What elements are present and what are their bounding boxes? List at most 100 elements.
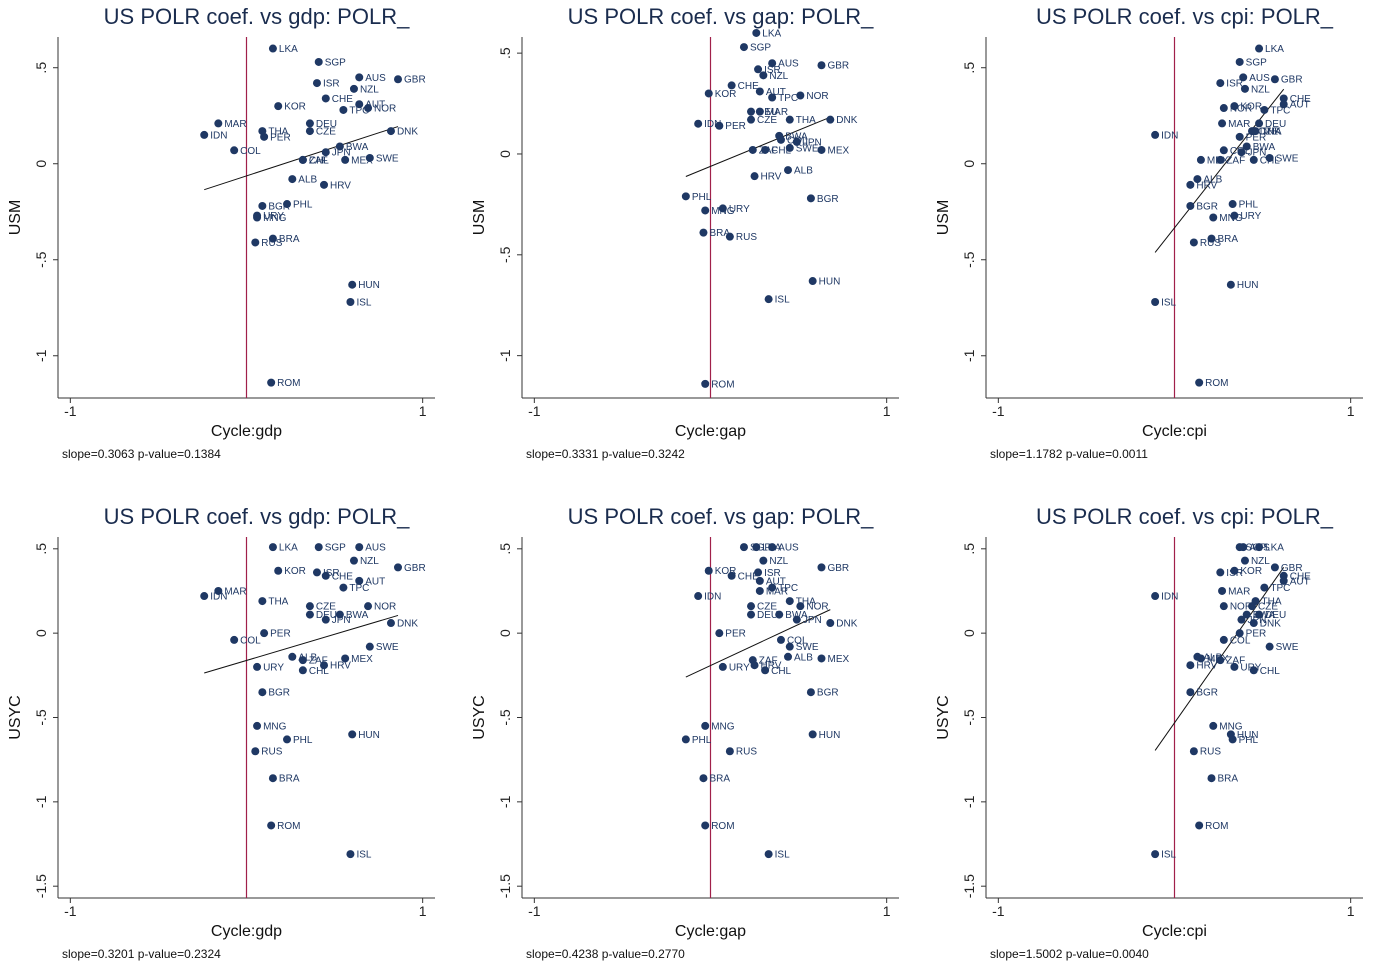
point: [1230, 662, 1239, 671]
point-label: DNK: [397, 127, 418, 138]
point-label: IDN: [704, 119, 721, 130]
point-label: KOR: [715, 566, 737, 577]
point-label: KOR: [1240, 102, 1262, 113]
point: [796, 91, 805, 100]
point: [386, 127, 395, 136]
point-label: BWA: [346, 142, 369, 153]
point-label: NZL: [1251, 84, 1270, 95]
point: [784, 166, 793, 175]
y-tick-label: -1.5: [961, 874, 977, 898]
point: [817, 61, 826, 70]
point-label: ISR: [323, 79, 340, 90]
x-tick-label: 1: [1347, 403, 1355, 419]
point-label: MAR: [766, 107, 788, 118]
point-label: COL: [240, 635, 261, 646]
point: [230, 146, 239, 155]
point: [747, 115, 756, 124]
point-label: JPN: [803, 137, 822, 148]
point-label: SGP: [1246, 57, 1267, 68]
point: [260, 132, 269, 141]
point: [365, 642, 374, 651]
point: [1255, 44, 1264, 53]
point-label: IDN: [704, 592, 721, 603]
note: slope=1.5002 p-value=0.0040: [990, 947, 1149, 961]
point-label: COL: [1230, 635, 1251, 646]
point-label: DNK: [397, 619, 418, 630]
y-tick-label: .5: [497, 47, 513, 59]
note: slope=1.1782 p-value=0.0011: [990, 447, 1148, 461]
x-axis-label: Cycle:gap: [675, 423, 746, 440]
point-label: NOR: [806, 602, 828, 613]
point: [364, 602, 373, 611]
point: [715, 121, 724, 130]
point: [260, 629, 269, 638]
point-label: TPC: [349, 583, 369, 594]
point: [725, 232, 734, 241]
y-tick-label: -.5: [33, 709, 49, 726]
point-label: SWE: [1276, 153, 1299, 164]
point-label: PER: [270, 629, 291, 640]
point: [1249, 127, 1258, 136]
point: [268, 234, 277, 243]
point: [775, 610, 784, 619]
point-label: LKA: [279, 44, 298, 55]
point-label: PER: [1246, 132, 1267, 143]
point-label: CHE: [1290, 571, 1311, 582]
point: [747, 107, 756, 116]
point: [776, 135, 785, 144]
point-label: ALB: [794, 652, 813, 663]
panel: US POLR coef. vs cpi: POLR_ -1.5 -1 -.5 0 .5 -…: [935, 504, 1363, 961]
point-label: HRV: [761, 172, 782, 183]
point: [681, 735, 690, 744]
point: [251, 238, 260, 247]
point-label: CHE: [738, 571, 759, 582]
point-label: NOR: [1230, 602, 1252, 613]
point: [335, 610, 344, 619]
point-label: BWA: [785, 131, 808, 142]
x-tick-label: 1: [1347, 903, 1355, 919]
point-label: DEU: [1265, 119, 1286, 130]
point: [747, 610, 756, 619]
point-label: PHL: [293, 735, 313, 746]
point: [1242, 142, 1251, 151]
point-label: BRA: [1217, 234, 1238, 245]
point-label: DEU: [757, 610, 778, 621]
point: [348, 280, 357, 289]
point: [200, 130, 209, 139]
y-tick-label: -1.5: [497, 874, 513, 898]
point: [288, 175, 297, 184]
point: [1216, 155, 1225, 164]
x-tick-label: -1: [64, 403, 77, 419]
point: [274, 566, 283, 575]
note: slope=0.3063 p-value=0.1384: [62, 447, 221, 461]
point-label: ZAF: [759, 656, 778, 667]
point: [1186, 201, 1195, 210]
point: [1193, 652, 1202, 661]
point: [1193, 175, 1202, 184]
point-label: CZE: [1258, 127, 1278, 138]
point: [750, 661, 759, 670]
point-label: RUS: [1200, 238, 1221, 249]
x-axis-label: Cycle:gdp: [211, 923, 282, 940]
point-label: BWA: [346, 610, 369, 621]
point-label: LKA: [762, 28, 781, 39]
point-label: IDN: [210, 592, 227, 603]
point: [784, 652, 793, 661]
point: [754, 568, 763, 577]
point-label: SGP: [325, 57, 346, 68]
point-label: THA: [796, 597, 816, 608]
point-label: ROM: [1205, 378, 1228, 389]
x-tick-label: -1: [528, 903, 541, 919]
point: [792, 137, 801, 146]
point: [1151, 850, 1160, 859]
point: [321, 571, 330, 580]
point: [339, 105, 348, 114]
chart-title: US POLR coef. vs gdp: POLR_: [104, 4, 410, 29]
y-tick-label: 0: [33, 160, 49, 168]
point: [364, 104, 373, 113]
panel: US POLR coef. vs cpi: POLR_ -1 -.5 0 .5 -1 1 Cy…: [935, 4, 1363, 461]
fit-line: [1154, 88, 1285, 253]
point-label: NZL: [360, 84, 379, 95]
point-label: NOR: [1230, 104, 1252, 115]
point-label: KOR: [284, 102, 306, 113]
